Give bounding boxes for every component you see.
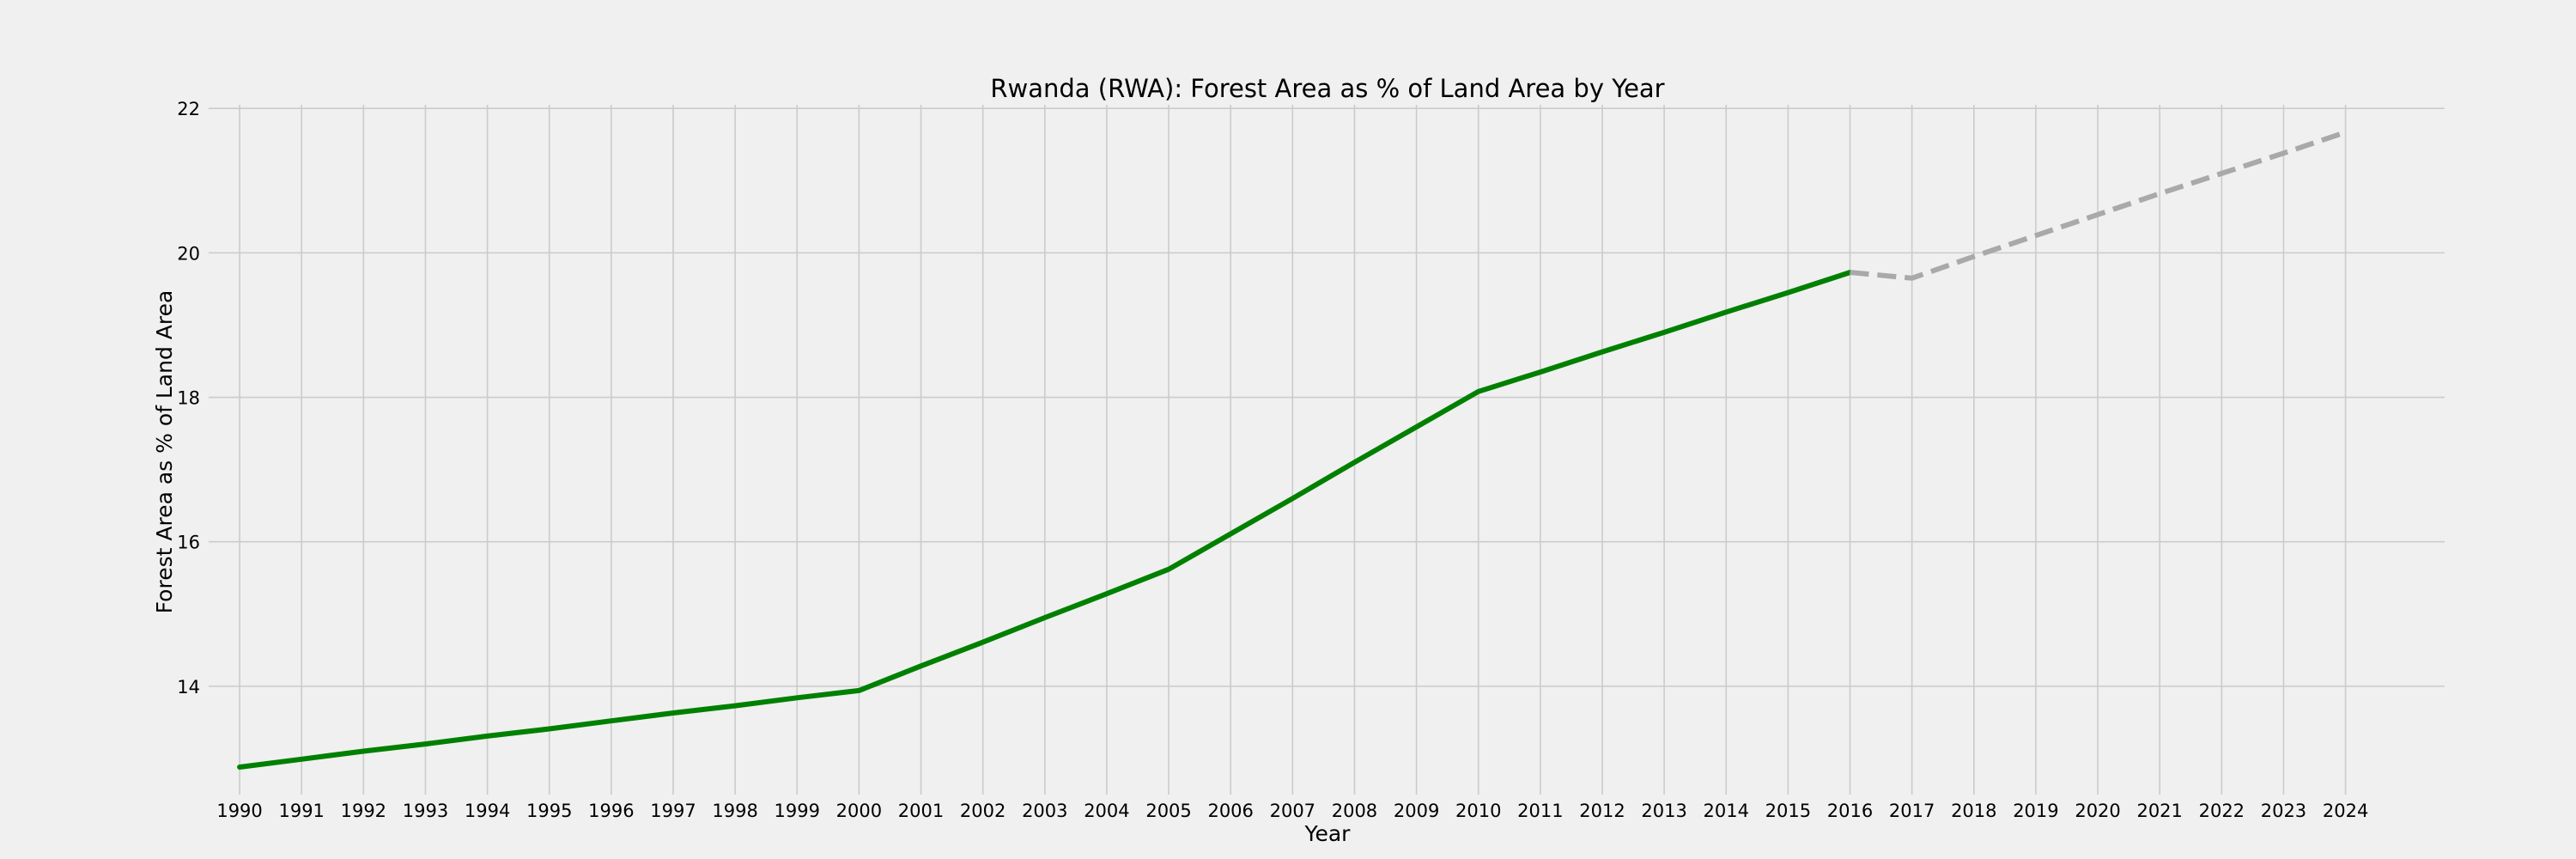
x-tick-label-1991: 1991	[278, 801, 324, 821]
x-tick-label-1999: 1999	[775, 801, 820, 821]
x-tick-label-1993: 1993	[403, 801, 448, 821]
y-axis-label: Forest Area as % of Land Area	[152, 290, 177, 614]
x-gridlines	[239, 105, 2347, 795]
x-tick-label-2019: 2019	[2013, 801, 2058, 821]
x-tick-label-1998: 1998	[712, 801, 757, 821]
x-tick-label-2021: 2021	[2136, 801, 2182, 821]
y-tick-label-14: 14	[177, 677, 200, 698]
x-tick-label-1990: 1990	[216, 801, 262, 821]
y-tick-label-18: 18	[177, 388, 200, 409]
x-tick-label-2023: 2023	[2261, 801, 2306, 821]
x-tick-labels: 1990 1991 1992 1993 1994 1995 1996 1997 1998 1999…	[216, 801, 2368, 821]
x-tick-label-2022: 2022	[2199, 801, 2245, 821]
chart-title: Rwanda (RWA): Forest Area as % of Land A…	[990, 74, 1664, 103]
x-tick-label-2001: 2001	[898, 801, 944, 821]
y-tick-label-20: 20	[177, 243, 200, 264]
x-tick-label-2015: 2015	[1765, 801, 1811, 821]
y-tick-labels: 14 16 18 20 22	[177, 99, 200, 698]
x-tick-label-2003: 2003	[1022, 801, 1067, 821]
series-layer	[237, 130, 2347, 770]
x-tick-label-2010: 2010	[1455, 801, 1501, 821]
x-tick-label-2006: 2006	[1207, 801, 1253, 821]
x-tick-label-2009: 2009	[1394, 801, 1439, 821]
x-tick-label-2007: 2007	[1270, 801, 1315, 821]
x-tick-label-2004: 2004	[1084, 801, 1129, 821]
x-tick-label-1995: 1995	[526, 801, 572, 821]
x-tick-label-2005: 2005	[1145, 801, 1191, 821]
x-tick-label-2014: 2014	[1704, 801, 1749, 821]
x-tick-label-2002: 2002	[960, 801, 1005, 821]
x-tick-label-2013: 2013	[1641, 801, 1686, 821]
y-tick-label-22: 22	[177, 99, 200, 119]
x-axis-label: Year	[1304, 821, 1352, 846]
x-tick-label-2020: 2020	[2075, 801, 2120, 821]
x-tick-label-2016: 2016	[1827, 801, 1873, 821]
x-tick-label-1994: 1994	[465, 801, 510, 821]
x-tick-label-2011: 2011	[1517, 801, 1563, 821]
x-tick-label-1992: 1992	[341, 801, 386, 821]
series-line-forest-area	[237, 270, 1853, 770]
y-tick-label-16: 16	[177, 533, 200, 553]
x-tick-label-2000: 2000	[836, 801, 882, 821]
x-tick-label-1996: 1996	[588, 801, 634, 821]
x-tick-label-2008: 2008	[1332, 801, 1377, 821]
x-tick-label-2012: 2012	[1579, 801, 1625, 821]
x-tick-label-2017: 2017	[1889, 801, 1935, 821]
x-tick-label-2018: 2018	[1951, 801, 1996, 821]
series-line-projected	[1850, 130, 2347, 281]
y-gridlines	[209, 107, 2445, 687]
x-tick-label-1997: 1997	[650, 801, 696, 821]
x-tick-label-2024: 2024	[2323, 801, 2368, 821]
